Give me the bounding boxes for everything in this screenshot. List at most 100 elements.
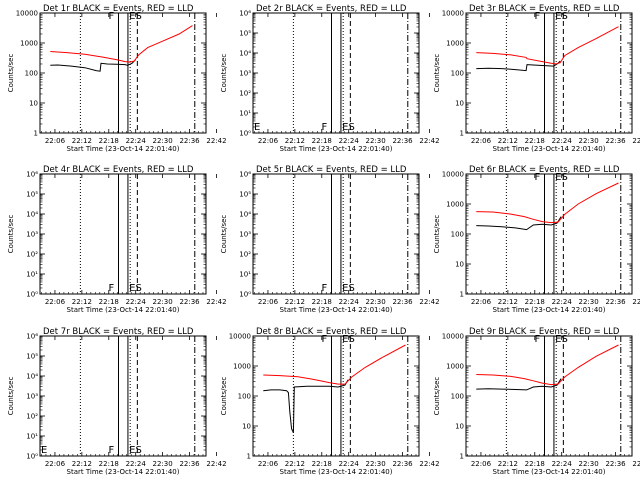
panel-title: Det 2r BLACK = Events, RED = LLD bbox=[256, 4, 407, 14]
panel-det-1r: Det 1r BLACK = Events, RED = LLD 1 10 100 10… bbox=[7, 4, 227, 153]
y-tick-label: 100 bbox=[238, 393, 251, 401]
panel-title: Det 5r BLACK = Events, RED = LLD bbox=[256, 165, 407, 175]
marker-es: ES bbox=[555, 334, 568, 345]
x-tick-label: 22:24 bbox=[552, 460, 573, 468]
x-tick-label: 22:06 bbox=[258, 460, 279, 468]
x-tick-label: 22:18 bbox=[312, 460, 332, 468]
panel-title: Det 9r BLACK = Events, RED = LLD bbox=[469, 327, 620, 337]
y-tick-label: 100 bbox=[25, 70, 38, 78]
y-tick-label: 10¹ bbox=[26, 433, 38, 441]
x-tick-label: 22:06 bbox=[471, 460, 492, 468]
y-tick-label: 10³ bbox=[239, 70, 251, 78]
y-tick-label: 1000 bbox=[446, 363, 464, 371]
y-tick-label: 10 bbox=[29, 100, 38, 108]
x-tick-label: 22:12 bbox=[285, 298, 305, 306]
x-tick-label: 22:06 bbox=[45, 137, 66, 145]
y-tick-label: 10⁶ bbox=[26, 171, 38, 179]
x-tick-label: 22:30 bbox=[153, 298, 173, 306]
marker-es: ES bbox=[342, 334, 355, 345]
y-tick-label: 10000 bbox=[442, 10, 464, 18]
x-tick-label: 22:12 bbox=[72, 137, 92, 145]
marker-es: ES bbox=[342, 283, 355, 294]
y-tick-label: 1000 bbox=[233, 363, 251, 371]
x-tick-label: 22:42 bbox=[419, 137, 439, 145]
y-tick-label: 10⁵ bbox=[239, 30, 251, 38]
x-axis-label: Start Time (23-Oct-14 22:01:40) bbox=[280, 306, 393, 314]
x-tick-label: 22:12 bbox=[285, 137, 305, 145]
x-tick-label: 22:06 bbox=[471, 298, 492, 306]
marker-es: ES bbox=[129, 11, 142, 22]
y-axis-label: Counts/sec bbox=[220, 377, 228, 416]
y-tick-label: 100 bbox=[451, 231, 464, 239]
y-tick-label: 10³ bbox=[26, 231, 38, 239]
y-axis-label: Counts/sec bbox=[433, 377, 441, 416]
x-tick-label: 22:36 bbox=[179, 137, 200, 145]
y-tick-label: 10⁰ bbox=[26, 291, 38, 299]
x-tick-label: 22:18 bbox=[312, 298, 332, 306]
y-tick-label: 1 bbox=[460, 453, 464, 461]
x-tick-label: 22:36 bbox=[392, 298, 413, 306]
plot-frame bbox=[465, 173, 633, 295]
panel-det-5r: Det 5r BLACK = Events, RED = LLD 10⁰ 10¹ 10… bbox=[220, 165, 440, 314]
marker-f: F bbox=[322, 334, 328, 345]
x-tick-label: 22:12 bbox=[285, 460, 305, 468]
x-tick-label: 22:18 bbox=[99, 137, 119, 145]
y-axis-label: Counts/sec bbox=[7, 215, 15, 254]
x-tick-label: 22:30 bbox=[579, 298, 599, 306]
x-tick-label: 22:42 bbox=[206, 460, 226, 468]
marker-f: F bbox=[535, 172, 541, 183]
x-tick-label: 22:06 bbox=[258, 298, 279, 306]
x-axis-label: Start Time (23-Oct-14 22:01:40) bbox=[280, 145, 393, 153]
x-tick-label: 22:36 bbox=[605, 460, 626, 468]
panel-title: Det 3r BLACK = Events, RED = LLD bbox=[469, 4, 620, 14]
x-tick-label: 22:42 bbox=[206, 137, 226, 145]
marker-f: F bbox=[322, 283, 328, 294]
y-tick-label: 10¹ bbox=[239, 110, 251, 118]
x-tick-label: 22:36 bbox=[179, 298, 200, 306]
x-tick-label: 22:30 bbox=[366, 298, 386, 306]
plot-frame bbox=[39, 12, 207, 134]
y-tick-label: 10³ bbox=[239, 231, 251, 239]
y-tick-label: 10⁵ bbox=[26, 191, 38, 199]
lld-series-line bbox=[476, 26, 619, 65]
y-tick-label: 10000 bbox=[442, 171, 464, 179]
y-tick-label: 100 bbox=[451, 393, 464, 401]
events-series-line bbox=[476, 60, 561, 72]
x-tick-label: 22:24 bbox=[552, 298, 573, 306]
marker-es: ES bbox=[555, 11, 568, 22]
x-tick-label: 22:18 bbox=[525, 137, 545, 145]
y-tick-label: 10² bbox=[239, 251, 251, 259]
y-tick-label: 10⁴ bbox=[26, 211, 38, 219]
x-tick-label: 22:36 bbox=[392, 460, 413, 468]
y-tick-label: 10000 bbox=[442, 333, 464, 341]
marker-es: ES bbox=[129, 445, 142, 456]
y-tick-label: 10⁶ bbox=[239, 171, 251, 179]
x-tick-label: 22:12 bbox=[498, 460, 518, 468]
x-tick-label: 22:30 bbox=[366, 460, 386, 468]
x-axis-label: Start Time (23-Oct-14 22:01:40) bbox=[67, 145, 180, 153]
x-tick-label: 22:24 bbox=[339, 137, 360, 145]
x-tick-label: 22:24 bbox=[339, 298, 360, 306]
panel-title: Det 6r BLACK = Events, RED = LLD bbox=[469, 165, 620, 175]
x-tick-label: 22:18 bbox=[525, 460, 545, 468]
x-tick-label: 22:24 bbox=[552, 137, 573, 145]
marker-es: ES bbox=[342, 122, 355, 133]
x-tick-label: 22:12 bbox=[72, 298, 92, 306]
x-tick-label: 22:12 bbox=[498, 137, 518, 145]
plot-frame bbox=[39, 335, 207, 457]
x-tick-label: 22:24 bbox=[126, 298, 147, 306]
x-tick-label: 22:30 bbox=[579, 460, 599, 468]
events-series-line bbox=[476, 216, 562, 231]
x-tick-label: 22:06 bbox=[258, 137, 279, 145]
y-tick-label: 10⁴ bbox=[239, 50, 251, 58]
x-tick-label: 22:06 bbox=[45, 460, 66, 468]
y-axis-label: Counts/sec bbox=[433, 215, 441, 254]
lld-series-line bbox=[50, 25, 193, 63]
y-tick-label: 10000 bbox=[229, 333, 251, 341]
panel-det-3r: Det 3r BLACK = Events, RED = LLD 1 10 100 10… bbox=[433, 4, 640, 153]
panel-title: Det 4r BLACK = Events, RED = LLD bbox=[43, 165, 194, 175]
y-tick-label: 10 bbox=[455, 261, 464, 269]
marker-e: E bbox=[254, 122, 260, 133]
panel-title: Det 8r BLACK = Events, RED = LLD bbox=[256, 327, 407, 337]
